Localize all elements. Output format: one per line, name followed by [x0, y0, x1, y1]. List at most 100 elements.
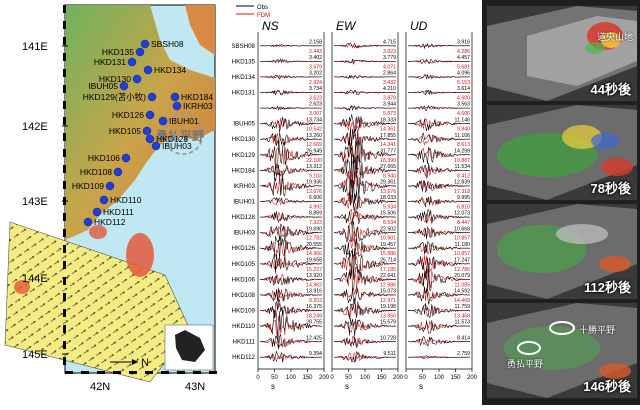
station-marker — [170, 92, 180, 102]
station-marker — [172, 101, 182, 111]
station-marker — [140, 39, 150, 49]
fdm-peak-value: 4.606 — [457, 111, 470, 117]
obs-trace — [259, 141, 323, 169]
region-label: 勇払平野 — [156, 128, 204, 143]
lat-labels: 141E 142E 143E 144E 145E — [22, 5, 68, 365]
obs-peak-value: 3.402 — [309, 55, 322, 61]
obs-peak-value: 27.665 — [380, 164, 396, 170]
fdm-trace — [259, 147, 322, 167]
obs-peak-value: 19.690 — [306, 226, 322, 232]
obs-trace — [260, 44, 322, 48]
obs-trace — [407, 320, 470, 334]
lat-label: 145E — [22, 349, 48, 361]
inset-hokkaido — [175, 330, 205, 362]
obs-peak-value: 18.033 — [380, 195, 396, 201]
station-label: HKD112 — [94, 217, 126, 227]
fdm-peak-value: 8.534 — [383, 220, 396, 226]
legend-fdm: FDM — [257, 13, 270, 19]
obs-trace — [408, 58, 471, 64]
obs-peak-value: 3.916 — [457, 39, 470, 45]
north-arrow-head — [132, 359, 138, 365]
obs-peak-value: 4.715 — [383, 39, 396, 45]
fdm-trace — [333, 321, 397, 333]
obs-trace — [333, 153, 396, 189]
obs-trace — [333, 105, 396, 112]
obs-trace — [259, 116, 322, 133]
obs-peak-value: 9.394 — [309, 351, 322, 357]
axis-unit: s — [345, 382, 349, 391]
trace-station-name: HKD130 — [232, 136, 256, 143]
snapshot-panel: 道央山地 44秒後 78秒後 112秒後 十勝平野 勇払平野 — [482, 0, 640, 405]
obs-trace — [259, 196, 323, 204]
trace-station-name: HKD110 — [232, 323, 255, 330]
station-label: HKD130 — [99, 74, 131, 84]
obs-peak-value: 2.759 — [457, 351, 470, 357]
fdm-peak-value: 13.676 — [306, 189, 322, 195]
obs-peak-value: 22.502 — [380, 226, 396, 232]
obs-trace — [407, 73, 470, 80]
axis-tick-label: 150 — [302, 375, 313, 381]
station-marker — [143, 65, 153, 75]
obs-trace — [333, 238, 396, 259]
obs-trace — [333, 297, 397, 320]
map-panel: 勇払平野 N 141E 142E 143E 144E 145E 42N 43N SBSH0… — [0, 0, 232, 405]
station-label: HKD109 — [72, 181, 104, 191]
obs-peak-value: 12.839 — [454, 180, 470, 186]
obs-peak-value: 3.944 — [383, 102, 396, 108]
lat-label: 144E — [22, 273, 48, 285]
fdm-peak-value: 3.679 — [309, 64, 322, 70]
axis-unit: s — [419, 382, 423, 391]
obs-trace — [408, 355, 470, 359]
axis-tick-label: 200 — [467, 375, 478, 381]
obs-peak-value: 20.555 — [306, 242, 322, 248]
station-label: HKD134 — [154, 65, 186, 75]
snapshot-label-1: 道央山地 — [596, 32, 633, 42]
obs-trace — [333, 137, 397, 170]
obs-trace — [333, 114, 397, 132]
velocity-field-arrows — [5, 222, 190, 382]
trace-station-name: HKD131 — [232, 90, 256, 97]
obs-trace — [333, 318, 397, 337]
obs-trace — [333, 267, 397, 291]
obs-peak-value: 3.734 — [309, 86, 322, 92]
fdm-trace — [333, 286, 397, 299]
axis-tick-label: 0 — [330, 375, 334, 381]
fdm-peak-value: 2.443 — [309, 49, 322, 55]
fdm-peak-value: 13.856 — [380, 314, 396, 320]
plain-circle — [162, 113, 204, 155]
obs-trace — [407, 146, 471, 165]
obs-trace — [333, 336, 396, 349]
obs-peak-value: 31.777 — [380, 148, 396, 154]
obs-peak-value: 11.534 — [455, 164, 471, 170]
axis-tick-label: 50 — [345, 375, 352, 381]
obs-trace — [407, 267, 470, 292]
station-marker — [147, 92, 157, 102]
fdm-peak-value: 10.857 — [454, 236, 470, 242]
obs-trace — [259, 350, 322, 363]
trace-station-name: IBUH05 — [233, 121, 255, 128]
obs-peak-value: 8.414 — [457, 335, 470, 341]
station-label: HKD129(苫小牧) — [83, 92, 146, 102]
obs-peak-value: 4.457 — [457, 55, 470, 61]
obs-trace — [408, 241, 470, 255]
obs-peak-value: 17.855 — [380, 133, 396, 139]
fdm-trace — [333, 238, 397, 256]
station-marker — [132, 74, 142, 84]
obs-trace — [259, 253, 323, 274]
obs-trace — [407, 256, 470, 276]
station-marker — [99, 195, 109, 205]
fdm-peak-value: 12.786 — [454, 267, 470, 273]
snapshot-time-3: 112秒後 — [584, 280, 631, 295]
obs-peak-value: 3.614 — [457, 86, 470, 92]
fdm-peak-value: 9.103 — [309, 173, 322, 179]
hokkaido-land — [65, 5, 215, 240]
fdm-peak-value: 17.318 — [454, 189, 470, 195]
axis-unit: s — [271, 382, 275, 391]
station-label: HKD106 — [88, 153, 120, 163]
snapshot-146s: 十勝平野 勇払平野 146秒後 — [486, 302, 638, 399]
fdm-peak-value: 12.669 — [306, 142, 322, 148]
fdm-peak-value: 3.623 — [309, 96, 322, 102]
trace-station-name: IKRH03 — [233, 183, 255, 190]
axis-tick-label: 0 — [404, 375, 408, 381]
snapshot-time-4: 146秒後 — [583, 379, 631, 394]
